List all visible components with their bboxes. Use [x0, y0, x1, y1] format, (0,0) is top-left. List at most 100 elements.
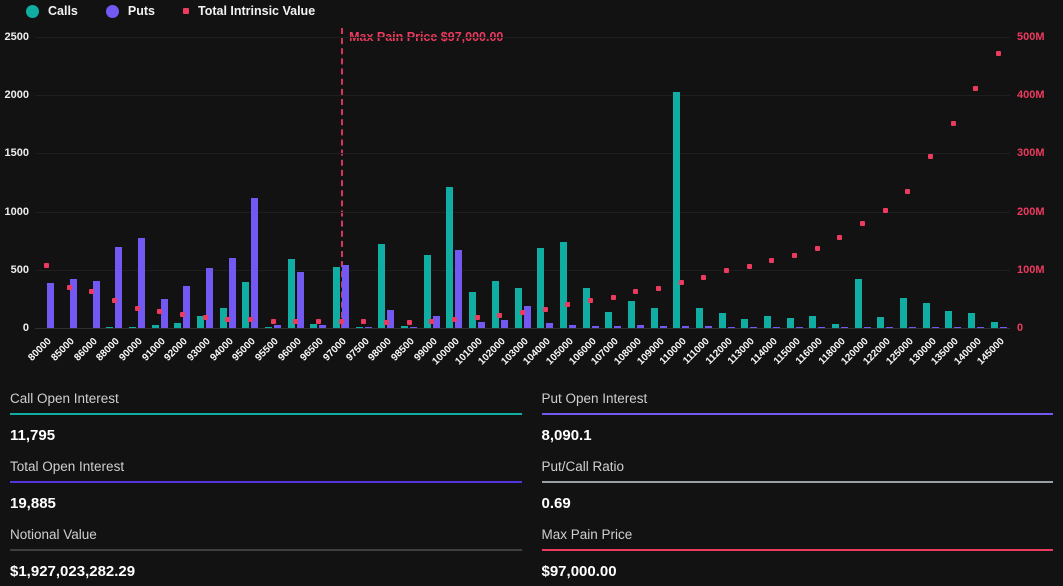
calls-bar-93000[interactable]: [197, 315, 205, 328]
calls-bar-102000[interactable]: [491, 280, 499, 328]
intrinsic-value-dot-99000[interactable]: [429, 318, 435, 324]
puts-bar-93000[interactable]: [206, 268, 214, 328]
calls-bar-97000[interactable]: [333, 267, 341, 328]
intrinsic-value-dot-125000[interactable]: [905, 188, 911, 194]
calls-bar-100000[interactable]: [446, 187, 454, 328]
intrinsic-value-dot-98500[interactable]: [406, 320, 412, 326]
puts-bar-120000[interactable]: [863, 326, 871, 328]
puts-bar-95000[interactable]: [251, 197, 259, 328]
puts-bar-110000[interactable]: [682, 325, 690, 328]
puts-bar-98000[interactable]: [387, 309, 395, 328]
puts-bar-105000[interactable]: [568, 324, 576, 328]
calls-bar-90000[interactable]: [129, 326, 137, 328]
puts-bar-109000[interactable]: [659, 326, 667, 328]
intrinsic-value-dot-95000[interactable]: [247, 317, 253, 323]
intrinsic-value-dot-145000[interactable]: [996, 50, 1002, 56]
puts-bar-106000[interactable]: [591, 326, 599, 328]
puts-bar-94000[interactable]: [228, 258, 236, 328]
calls-bar-103000[interactable]: [514, 288, 522, 328]
calls-bar-145000[interactable]: [990, 321, 998, 328]
intrinsic-value-dot-140000[interactable]: [973, 85, 979, 91]
intrinsic-value-dot-113000[interactable]: [746, 264, 752, 270]
puts-bar-95500[interactable]: [274, 325, 282, 328]
intrinsic-value-dot-93000[interactable]: [202, 315, 208, 321]
puts-bar-92000[interactable]: [183, 286, 191, 328]
calls-bar-109000[interactable]: [650, 308, 658, 328]
intrinsic-value-dot-95500[interactable]: [270, 319, 276, 325]
calls-bar-116000[interactable]: [809, 316, 817, 328]
intrinsic-value-dot-90000[interactable]: [134, 305, 140, 311]
calls-bar-91000[interactable]: [151, 325, 159, 328]
calls-bar-88000[interactable]: [106, 327, 114, 328]
puts-bar-100000[interactable]: [455, 250, 463, 328]
calls-bar-104000[interactable]: [537, 248, 545, 328]
intrinsic-value-dot-109000[interactable]: [656, 285, 662, 291]
intrinsic-value-dot-92000[interactable]: [179, 311, 185, 317]
calls-bar-97500[interactable]: [355, 327, 363, 328]
calls-bar-105000[interactable]: [559, 241, 567, 328]
calls-bar-108000[interactable]: [627, 300, 635, 328]
intrinsic-value-dot-97000[interactable]: [338, 319, 344, 325]
intrinsic-value-dot-107000[interactable]: [610, 294, 616, 300]
puts-bar-130000[interactable]: [931, 327, 939, 328]
puts-bar-102000[interactable]: [500, 319, 508, 328]
calls-bar-120000[interactable]: [854, 279, 862, 328]
puts-bar-91000[interactable]: [160, 298, 168, 328]
calls-bar-111000[interactable]: [695, 307, 703, 328]
puts-bar-96000[interactable]: [296, 272, 304, 328]
puts-bar-96500[interactable]: [319, 325, 327, 328]
intrinsic-value-dot-112000[interactable]: [724, 267, 730, 273]
puts-bar-108000[interactable]: [636, 324, 644, 328]
intrinsic-value-dot-116000[interactable]: [814, 246, 820, 252]
puts-bar-80000[interactable]: [47, 283, 55, 328]
calls-bar-95000[interactable]: [242, 282, 250, 328]
intrinsic-value-dot-120000[interactable]: [860, 220, 866, 226]
calls-bar-140000[interactable]: [967, 313, 975, 328]
intrinsic-value-dot-96000[interactable]: [293, 319, 299, 325]
calls-bar-92000[interactable]: [174, 322, 182, 328]
intrinsic-value-dot-102000[interactable]: [497, 312, 503, 318]
intrinsic-value-dot-122000[interactable]: [882, 207, 888, 213]
calls-bar-114000[interactable]: [763, 316, 771, 328]
calls-bar-112000[interactable]: [718, 312, 726, 328]
puts-bar-116000[interactable]: [818, 327, 826, 328]
calls-bar-115000[interactable]: [786, 317, 794, 328]
puts-bar-85000[interactable]: [70, 279, 77, 328]
puts-bar-122000[interactable]: [886, 327, 894, 328]
puts-bar-101000[interactable]: [478, 321, 486, 328]
intrinsic-value-dot-80000[interactable]: [43, 262, 49, 268]
intrinsic-value-dot-130000[interactable]: [928, 154, 934, 160]
intrinsic-value-dot-97500[interactable]: [361, 319, 367, 325]
puts-bar-114000[interactable]: [772, 327, 780, 328]
calls-bar-125000[interactable]: [899, 297, 907, 328]
intrinsic-value-dot-110000[interactable]: [678, 280, 684, 286]
calls-bar-94000[interactable]: [219, 308, 227, 328]
intrinsic-value-dot-118000[interactable]: [837, 234, 843, 240]
calls-bar-98500[interactable]: [401, 326, 409, 328]
puts-bar-140000[interactable]: [976, 327, 984, 328]
intrinsic-value-dot-135000[interactable]: [950, 120, 956, 126]
puts-bar-99000[interactable]: [432, 316, 440, 328]
intrinsic-value-dot-85000[interactable]: [66, 284, 72, 290]
calls-bar-99000[interactable]: [423, 255, 431, 328]
legend-item-total-intrinsic-value[interactable]: Total Intrinsic Value: [182, 4, 315, 18]
puts-bar-115000[interactable]: [795, 327, 803, 328]
intrinsic-value-dot-86000[interactable]: [89, 289, 95, 295]
intrinsic-value-dot-101000[interactable]: [474, 315, 480, 321]
calls-bar-118000[interactable]: [831, 323, 839, 328]
puts-bar-86000[interactable]: [92, 281, 100, 328]
calls-bar-98000[interactable]: [378, 244, 386, 328]
puts-bar-118000[interactable]: [840, 327, 848, 328]
puts-bar-135000[interactable]: [954, 327, 962, 328]
puts-bar-97000[interactable]: [342, 264, 350, 328]
puts-bar-111000[interactable]: [704, 326, 712, 328]
intrinsic-value-dot-91000[interactable]: [157, 308, 163, 314]
puts-bar-90000[interactable]: [138, 238, 146, 328]
intrinsic-value-dot-100000[interactable]: [451, 316, 457, 322]
calls-bar-122000[interactable]: [877, 316, 885, 328]
calls-bar-96500[interactable]: [310, 323, 318, 328]
calls-bar-110000[interactable]: [673, 91, 681, 328]
puts-bar-107000[interactable]: [614, 325, 622, 328]
intrinsic-value-dot-115000[interactable]: [792, 252, 798, 258]
intrinsic-value-dot-111000[interactable]: [701, 274, 707, 280]
